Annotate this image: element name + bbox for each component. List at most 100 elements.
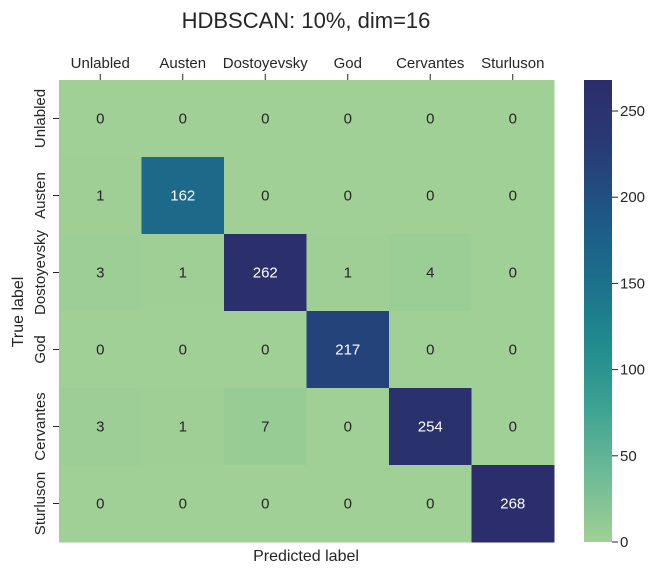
cell-value-label: 0 — [344, 419, 352, 436]
heatmap-cell — [389, 388, 472, 466]
colorbar-tick-label: 200 — [620, 189, 645, 206]
cell-value-label: 3 — [96, 419, 104, 436]
heatmap-cell — [471, 80, 555, 158]
heatmap-cell — [141, 234, 225, 312]
y-tick-labels: Unlabled Austen Dostoyevsky God Cervantes Stu… — [32, 89, 59, 535]
colorbar-gradient — [584, 80, 612, 542]
cell-value-label: 0 — [509, 265, 517, 282]
cell-value-label: 0 — [509, 111, 517, 128]
heatmap-cell — [224, 157, 307, 235]
cell-value-label: 268 — [500, 496, 525, 513]
x-tick-label: Cervantes — [396, 55, 464, 72]
heatmap-cell — [306, 157, 390, 235]
heatmap-cell — [306, 388, 390, 466]
heatmap-cell — [306, 465, 390, 543]
heatmap-cell — [389, 465, 472, 543]
x-tick-label: Austen — [159, 55, 206, 72]
cell-value-label: 4 — [426, 265, 434, 282]
cell-value-label: 0 — [179, 342, 187, 359]
heatmap-cell — [389, 234, 472, 312]
x-tick-label: God — [334, 55, 362, 72]
heatmap-cell — [224, 465, 307, 543]
cell-value-label: 0 — [509, 419, 517, 436]
cell-value-label: 254 — [418, 419, 443, 436]
y-tick-label: Unlabled — [32, 89, 49, 148]
cell-value-label: 0 — [344, 496, 352, 513]
heatmap-cell — [141, 157, 225, 235]
x-tick-label: Dostoyevsky — [223, 55, 309, 72]
cell-value-label: 0 — [179, 111, 187, 128]
colorbar-tick-label: 150 — [620, 275, 645, 292]
y-tick-label: Austen — [32, 172, 49, 219]
heatmap-cell — [59, 234, 142, 312]
cell-value-label: 0 — [261, 188, 269, 205]
cell-value-label: 0 — [509, 188, 517, 205]
heatmap-cell — [59, 311, 142, 389]
colorbar-tick-label: 100 — [620, 362, 645, 379]
colorbar-ticks: 0 50 100 150 200 250 — [612, 103, 645, 551]
x-axis-label: Predicted label — [253, 548, 359, 565]
heatmap-cell — [141, 80, 225, 158]
colorbar-tick-label: 250 — [620, 103, 645, 120]
cell-value-label: 7 — [261, 419, 269, 436]
heatmap-cell — [59, 388, 142, 466]
cell-value-label: 0 — [344, 188, 352, 205]
heatmap-cell — [389, 157, 472, 235]
y-tick-label: Dostoyevsky — [32, 229, 49, 315]
cell-value-label: 0 — [96, 111, 104, 128]
colorbar: 0 50 100 150 200 250 — [584, 80, 645, 551]
heatmap-cell — [306, 80, 390, 158]
heatmap-cell — [224, 388, 307, 466]
cell-value-label: 0 — [261, 496, 269, 513]
cell-value-label: 0 — [426, 188, 434, 205]
heatmap-cell — [224, 311, 307, 389]
cell-value-label: 0 — [261, 111, 269, 128]
heatmap-cell — [224, 80, 307, 158]
cell-value-label: 3 — [96, 265, 104, 282]
cell-value-label: 1 — [96, 188, 104, 205]
heatmap-cell — [59, 465, 142, 543]
cell-value-label: 1 — [344, 265, 352, 282]
heatmap-cell — [471, 388, 555, 466]
cell-value-label: 0 — [96, 342, 104, 359]
heatmap-cell — [471, 234, 555, 312]
y-tick-label: God — [32, 335, 49, 363]
y-axis-label: True label — [10, 277, 27, 348]
x-tick-label: Unlabled — [71, 55, 130, 72]
cell-value-label: 217 — [335, 342, 360, 359]
heatmap-cell — [141, 311, 225, 389]
heatmap-cells: 0 0 0 0 0 0 1 162 0 0 0 0 3 1 262 1 4 0 0 0 0 217 0 0 3 1 7 0 254 0 0 0… — [59, 80, 555, 543]
heatmap-cell — [389, 80, 472, 158]
heatmap-cell — [59, 157, 142, 235]
y-tick-label: Cervantes — [32, 392, 49, 460]
heatmap-cell — [306, 234, 390, 312]
heatmap-cell — [471, 311, 555, 389]
heatmap-cell — [471, 157, 555, 235]
x-tick-label: Sturluson — [481, 55, 544, 72]
heatmap-cell — [141, 465, 225, 543]
cell-value-label: 0 — [426, 342, 434, 359]
heatmap-cell — [471, 465, 555, 543]
x-tick-labels: Unlabled Austen Dostoyevsky God Cervantes Stu… — [71, 55, 544, 80]
cell-value-label: 1 — [179, 265, 187, 282]
y-tick-label: Sturluson — [32, 472, 49, 535]
colorbar-tick-label: 50 — [620, 448, 637, 465]
cell-value-label: 0 — [344, 111, 352, 128]
heatmap-cell — [224, 234, 307, 312]
cell-value-label: 0 — [509, 342, 517, 359]
cell-value-label: 0 — [261, 342, 269, 359]
heatmap-cell — [389, 311, 472, 389]
cell-value-label: 162 — [170, 188, 195, 205]
heatmap-cell — [306, 311, 390, 389]
chart-title: HDBSCAN: 10%, dim=16 — [182, 8, 431, 33]
colorbar-tick-label: 0 — [620, 534, 628, 551]
heatmap-cell — [59, 80, 142, 158]
cell-value-label: 0 — [426, 111, 434, 128]
cell-value-label: 0 — [96, 496, 104, 513]
heatmap-cell — [141, 388, 225, 466]
cell-value-label: 0 — [426, 496, 434, 513]
cell-value-label: 0 — [179, 496, 187, 513]
cell-value-label: 262 — [253, 265, 278, 282]
cell-value-label: 1 — [179, 419, 187, 436]
